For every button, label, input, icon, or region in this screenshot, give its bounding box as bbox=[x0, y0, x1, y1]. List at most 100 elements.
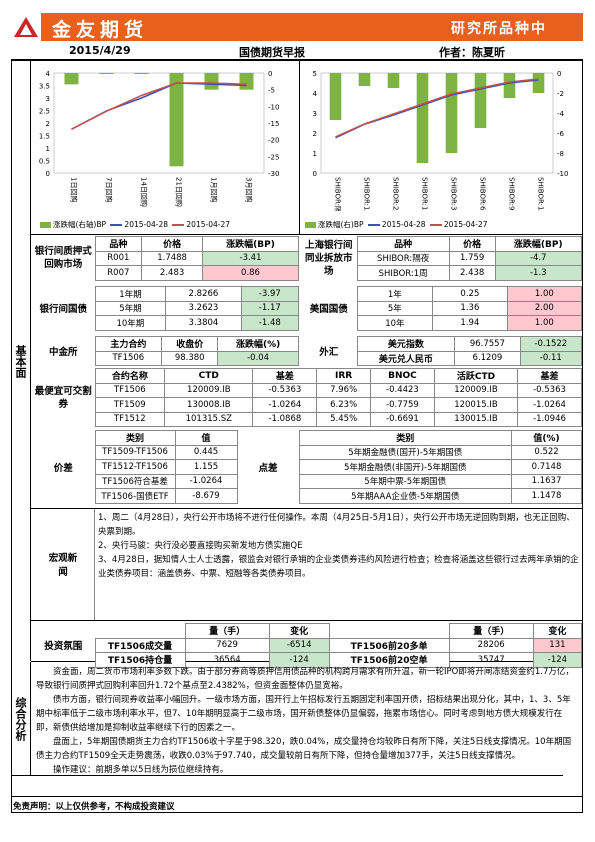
news-content: 1、周二（4月28日），央行公开市场将不进行任何操作。本周（4月25日-5月1日… bbox=[95, 510, 582, 582]
ctd-table: 最便宜可交割券 合约名称 CTD 基差 IRR BNOC 活跃CTD 基差 TF1506 12… bbox=[32, 368, 583, 427]
shibor-bar bbox=[474, 73, 487, 128]
repo-right-tick: -30 bbox=[268, 170, 279, 178]
shibor-chart: 5 4 3 2 1 0 0 -2 -4 -6 -8 -10 SHIBOR:隔夜 SHIBOR:1周 SHIB… bbox=[301, 61, 582, 234]
news-item: 2、央行马骏：央行没必要直接购买新发地方债实施QE bbox=[98, 541, 303, 551]
shibor-category-label: SHIBOR:3个月 bbox=[450, 177, 458, 211]
shibor-category-label: SHIBOR:1个月 bbox=[421, 177, 429, 211]
repo-right-tick: -5 bbox=[268, 87, 275, 95]
shibor-category-label: SHIBOR:6个月 bbox=[479, 177, 487, 211]
shibor-bar bbox=[503, 73, 516, 98]
report-frame bbox=[11, 60, 583, 813]
repo-left-tick: 4 bbox=[46, 70, 51, 78]
repo-category-label: 7日回购 bbox=[105, 177, 114, 202]
news-item: 3、4月28日，据知情人士人士透露，银监会对银行承销的企业类债券违约风险进行检查… bbox=[98, 555, 579, 579]
repo-category-label: 3月回购 bbox=[245, 177, 254, 202]
sentiment-table: 投资氛围 量（手） 变化 量（手） 变化 TF1506成交量 7629 -6514 TF… bbox=[32, 623, 583, 668]
analysis-paragraph: 操作建议：前期多单以5日线为损位继续持有。 bbox=[53, 765, 229, 775]
repo-bar bbox=[64, 73, 79, 85]
shibor-category-label: SHIBOR:9个月 bbox=[508, 177, 516, 211]
repo-left-tick: 1 bbox=[46, 145, 50, 153]
divider bbox=[31, 234, 582, 235]
shibor-bar bbox=[416, 73, 429, 163]
divider bbox=[11, 775, 563, 776]
repo-table: 银行间质押式回购市场 品种 价格 涨跌幅(BP) R001 1.7488 -3.41 R… bbox=[32, 236, 299, 281]
repo-bar bbox=[239, 73, 254, 90]
cgb-table: 银行间国债 1年期 2.8266 -3.97 5年期 3.2623 -1.17 10年期… bbox=[32, 286, 300, 331]
shibor-left-tick: 3 bbox=[313, 110, 317, 118]
shibor-left-tick: 5 bbox=[313, 70, 317, 78]
divider bbox=[31, 508, 582, 509]
shibor-right-tick: -4 bbox=[557, 110, 565, 118]
shibor-bar bbox=[358, 73, 371, 86]
repo-right-tick: -10 bbox=[268, 103, 279, 111]
repo-chart-legend: 涨跌幅(右轴)BP 2015-04-28 2015-04-27 bbox=[40, 219, 230, 230]
report-title: 国债期货早报 bbox=[239, 46, 305, 59]
repo-bar bbox=[169, 73, 184, 167]
repo-right-tick: -25 bbox=[268, 153, 279, 161]
analysis-paragraph: 债市方面，银行间现券收益率小幅回升。一级市场方面，国开行上午招标发行五期固定利率… bbox=[36, 695, 571, 733]
logo bbox=[11, 13, 41, 41]
analysis-content: 资金面，周二货币市场利率多数下跌。由于部分券商等质押信用债品种的机构跨月需求有所… bbox=[32, 664, 582, 778]
shibor-bar bbox=[445, 73, 458, 153]
fx-table: 外汇 美元指数 96.7557 -0.1522 美元兑人民币 6.1209 -0.11 bbox=[301, 336, 583, 366]
repo-left-tick: 3.5 bbox=[39, 83, 50, 91]
logo-icon bbox=[14, 17, 38, 37]
news-item: 1、周二（4月28日），央行公开市场将不进行任何操作。本周（4月25日-5月1日… bbox=[98, 513, 575, 537]
repo-bar bbox=[134, 73, 149, 74]
repo-right-tick: -15 bbox=[268, 120, 279, 128]
side-label-basic: 基本面 bbox=[11, 61, 31, 661]
shibor-bar bbox=[532, 73, 545, 93]
shibor-plot-area bbox=[320, 72, 554, 174]
repo-category-label: 21日回购 bbox=[175, 177, 184, 207]
shibor-left-tick: 0 bbox=[313, 170, 317, 178]
repo-left-tick: 2 bbox=[46, 120, 50, 128]
repo-right-tick: -20 bbox=[268, 137, 279, 145]
analysis-paragraph: 盘面上，5年期国债期货主力合约TF1506收十字星于98.320，跌0.04%，… bbox=[36, 737, 572, 761]
report-date: 2015/4/29 bbox=[69, 44, 131, 57]
repo-left-tick: 1.5 bbox=[39, 133, 50, 141]
shibor-bar bbox=[329, 73, 342, 120]
repo-left-tick: 0.5 bbox=[39, 158, 50, 166]
repo-left-tick: 3 bbox=[46, 95, 50, 103]
disclaimer: 免责声明：以上仅供参考，不构成投资建议 bbox=[11, 796, 583, 813]
shibor-category-label: SHIBOR:1周 bbox=[363, 177, 371, 211]
brand-name: 金友期货 bbox=[52, 19, 149, 41]
repo-bar bbox=[99, 73, 114, 74]
shibor-line-2 bbox=[335, 78, 539, 138]
ust-table: 美国国债 1年 0.25 1.00 5年 1.36 2.00 10年 1.94 1.00 bbox=[301, 286, 583, 331]
shibor-right-tick: -2 bbox=[557, 90, 564, 98]
shibor-category-label: SHIBOR:2周 bbox=[392, 177, 400, 211]
spread-table: 价差 类别值 点差 类别 值(%) TF1509-TF1506 0.445 5年期金融… bbox=[32, 430, 582, 504]
shibor-bar bbox=[387, 73, 400, 88]
divider bbox=[31, 620, 582, 621]
news-label: 宏观新闻 bbox=[32, 508, 95, 620]
shibor-left-tick: 1 bbox=[313, 150, 317, 158]
shibor-right-tick: -8 bbox=[557, 150, 564, 158]
shibor-left-tick: 4 bbox=[313, 90, 318, 98]
shibor-category-label: SHIBOR:1年 bbox=[537, 177, 546, 211]
repo-left-tick: 0 bbox=[46, 170, 50, 178]
shibor-chart-svg: 5 4 3 2 1 0 0 -2 -4 -6 -8 -10 SHIBOR:隔夜 SHIBOR:1周 SHIB… bbox=[313, 70, 569, 224]
repo-chart-svg: 4 3.5 3 2.5 2 1.5 1 0.5 0 0 -5 -10 -15 -20 -25 -30 1日回购 7… bbox=[39, 70, 280, 207]
side-label-analysis: 综合分析 bbox=[11, 662, 31, 775]
repo-category-label: 1月回购 bbox=[210, 177, 219, 202]
repo-category-label: 1日回购 bbox=[70, 177, 79, 202]
repo-right-tick: 0 bbox=[268, 70, 272, 78]
repo-bar bbox=[204, 73, 219, 90]
repo-chart: 4 3.5 3 2.5 2 1.5 1 0.5 0 0 -5 -10 -15 -20 -25 -30 1日回购 7… bbox=[32, 61, 300, 234]
shibor-category-label: SHIBOR:隔夜 bbox=[334, 177, 343, 211]
repo-category-label: 14日回购 bbox=[140, 177, 149, 207]
shibor-table: 上海银行间同业拆放市场 品种 价格 涨跌幅(BP) SHIBOR:隔夜 1.759 -4… bbox=[301, 236, 583, 281]
report-header bbox=[11, 13, 583, 41]
repo-plot-area bbox=[53, 72, 265, 174]
shibor-right-tick: -10 bbox=[557, 170, 568, 178]
shibor-right-tick: 0 bbox=[557, 70, 561, 78]
sub-header: 2015/4/29 国债期货早报 作者：陈夏昕 bbox=[11, 43, 583, 60]
shibor-chart-legend: 涨跌幅(右)BP 2015-04-28 2015-04-27 bbox=[305, 219, 488, 230]
department: 研究所品种中 bbox=[451, 21, 547, 37]
repo-left-tick: 2.5 bbox=[39, 108, 50, 116]
repo-line-2 bbox=[71, 82, 247, 130]
cffex-table: 中金所 主力合约 收盘价 涨跌幅(%) TF1506 98.380 -0.04 bbox=[32, 336, 299, 366]
shibor-right-tick: -6 bbox=[557, 130, 565, 138]
report-author: 作者：陈夏昕 bbox=[439, 46, 505, 59]
